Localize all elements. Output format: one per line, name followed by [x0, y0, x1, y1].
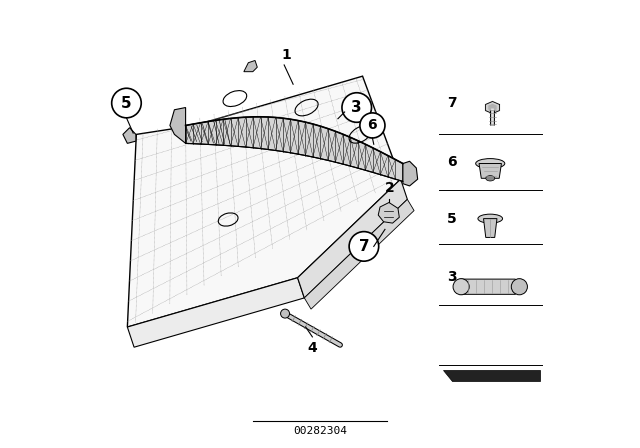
Circle shape: [360, 113, 385, 138]
Circle shape: [511, 279, 527, 295]
Polygon shape: [403, 161, 418, 186]
Polygon shape: [170, 108, 186, 143]
Polygon shape: [186, 117, 403, 181]
Polygon shape: [123, 128, 136, 143]
Polygon shape: [298, 179, 407, 298]
Polygon shape: [489, 104, 496, 111]
Polygon shape: [479, 164, 502, 178]
Polygon shape: [484, 219, 497, 237]
Text: 6: 6: [447, 155, 456, 169]
Ellipse shape: [478, 214, 502, 223]
Text: 00282304: 00282304: [293, 426, 347, 436]
Circle shape: [280, 309, 289, 318]
Polygon shape: [378, 202, 399, 223]
Circle shape: [342, 93, 371, 122]
Polygon shape: [305, 199, 414, 309]
Text: 6: 6: [367, 118, 377, 133]
Polygon shape: [443, 370, 540, 381]
Text: 5: 5: [447, 211, 456, 226]
Text: 5: 5: [121, 95, 132, 111]
Polygon shape: [486, 102, 499, 114]
Ellipse shape: [486, 176, 495, 181]
Text: 3: 3: [351, 100, 362, 115]
FancyBboxPatch shape: [460, 279, 516, 294]
Circle shape: [349, 232, 379, 261]
Text: 2: 2: [385, 181, 394, 195]
Polygon shape: [127, 76, 401, 327]
Circle shape: [453, 279, 469, 295]
Text: 4: 4: [307, 341, 317, 355]
Text: 7: 7: [447, 96, 456, 110]
Polygon shape: [244, 60, 257, 72]
Polygon shape: [127, 278, 305, 347]
Ellipse shape: [476, 159, 505, 168]
Circle shape: [112, 88, 141, 118]
Text: 7: 7: [358, 239, 369, 254]
Text: 3: 3: [447, 270, 456, 284]
Text: 1: 1: [282, 48, 291, 62]
